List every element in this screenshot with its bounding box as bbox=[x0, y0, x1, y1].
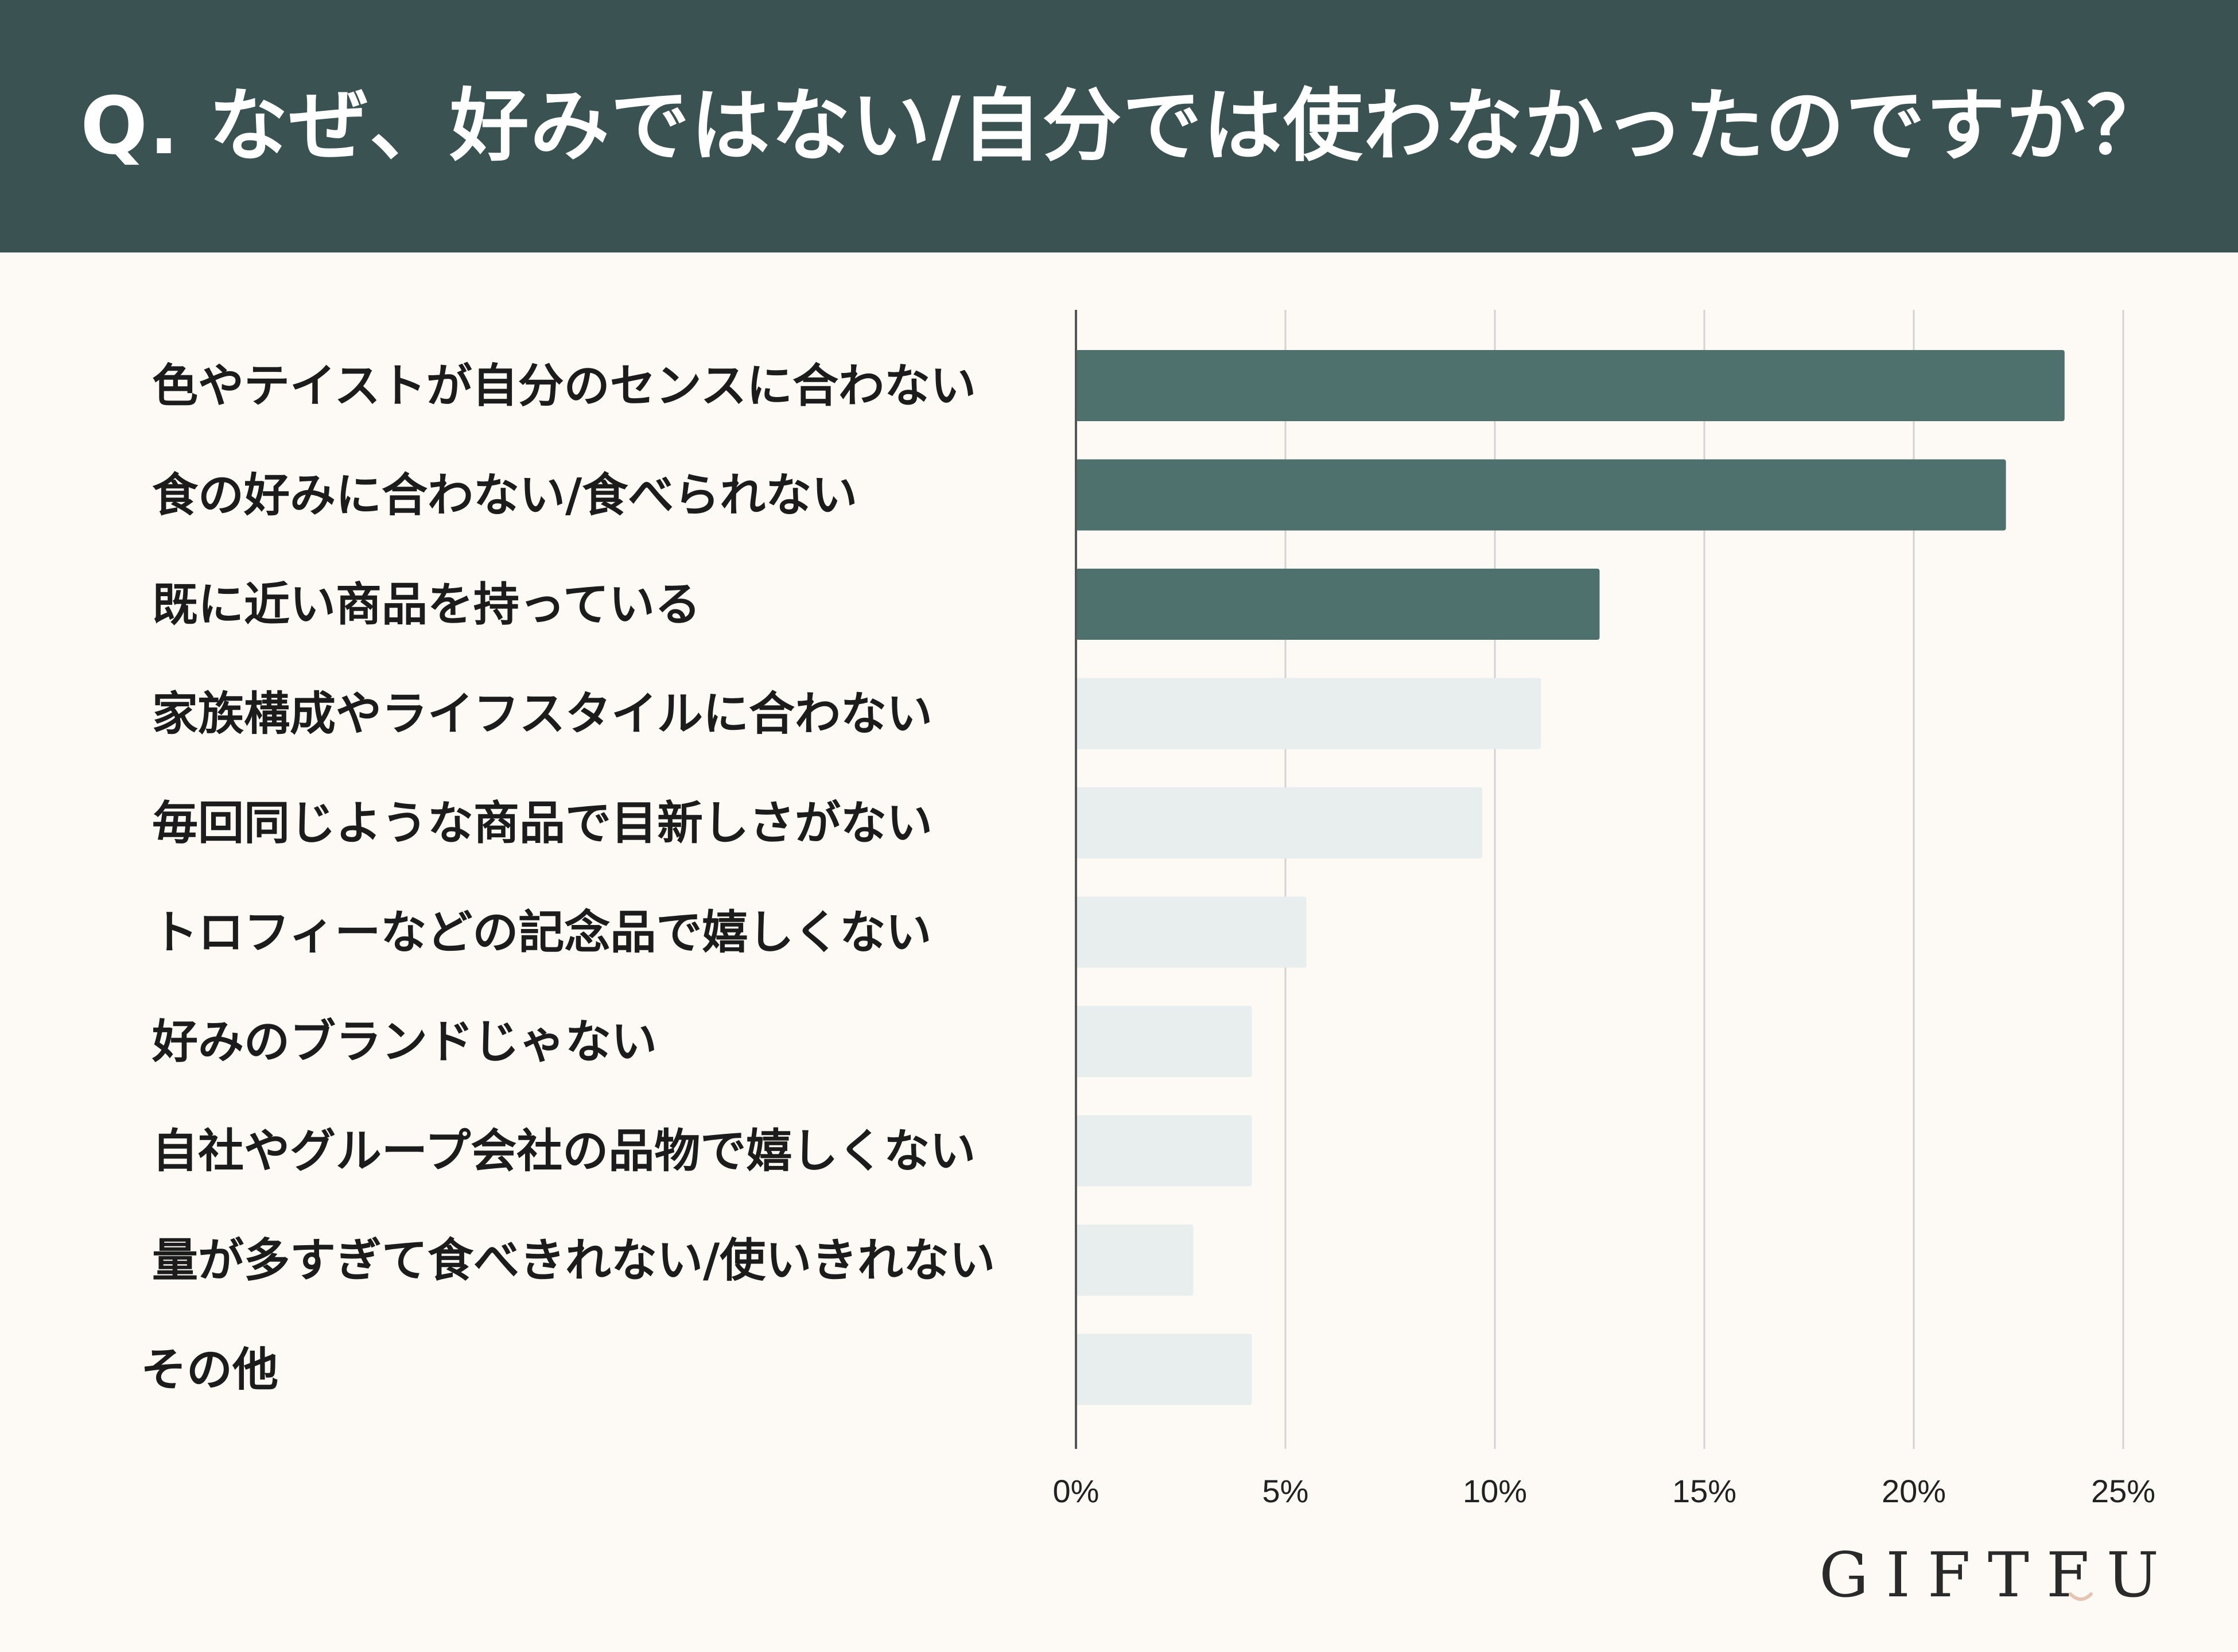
bars bbox=[1076, 350, 2065, 1405]
x-tick-label: 15% bbox=[1672, 1473, 1736, 1509]
category-labels: 色やテイストが自分のセンスに合わない食の好みに合わない/食べられない既に近い商品… bbox=[141, 359, 995, 1397]
category-label: 自社やグループ会社の品物で嬉しくない bbox=[152, 1125, 976, 1178]
bar bbox=[1076, 350, 2065, 421]
logo-text: GIFTFUL bbox=[1819, 1544, 2163, 1607]
category-label: 毎回同じような商品で目新しさがない bbox=[152, 796, 933, 850]
page-title: Q. なぜ、好みではない/自分では使わなかったのですか？ bbox=[80, 80, 2167, 172]
giftful-logo: GIFTFUL bbox=[1819, 1544, 2163, 1607]
category-label: 色やテイストが自分のセンスに合わない bbox=[152, 359, 976, 413]
bar bbox=[1076, 1334, 1252, 1405]
category-label: 既に近い商品を持っている bbox=[152, 578, 701, 631]
x-tick-label: 0% bbox=[1053, 1473, 1099, 1509]
bar bbox=[1076, 678, 1541, 749]
x-tick-label: 20% bbox=[1882, 1473, 1946, 1509]
category-label: 家族構成やライフスタイルに合わない bbox=[152, 687, 933, 741]
x-tick-label: 25% bbox=[2091, 1473, 2155, 1509]
category-label: トロフィーなどの記念品で嬉しくない bbox=[152, 906, 931, 959]
bar bbox=[1076, 787, 1483, 858]
category-label: 量が多すぎて食べきれない/使いきれない bbox=[152, 1234, 995, 1287]
bar bbox=[1076, 459, 2006, 531]
x-tick-label: 10% bbox=[1463, 1473, 1527, 1509]
header-banner: Q. なぜ、好みではない/自分では使わなかったのですか？ bbox=[0, 0, 2238, 252]
bar bbox=[1076, 569, 1600, 640]
bar bbox=[1076, 1225, 1194, 1296]
category-label: 食の好みに合わない/食べられない bbox=[152, 469, 857, 522]
bar bbox=[1076, 1006, 1252, 1077]
logo-accent-mark bbox=[2069, 1592, 2093, 1601]
bar bbox=[1076, 896, 1307, 968]
category-label: その他 bbox=[141, 1343, 278, 1397]
x-tick-labels: 0% 5% 10% 15% 20% 25% bbox=[1053, 1473, 2156, 1509]
bar bbox=[1076, 1115, 1252, 1187]
x-tick-label: 5% bbox=[1262, 1473, 1309, 1509]
category-label: 好みのブランドじゃない bbox=[151, 1015, 657, 1068]
